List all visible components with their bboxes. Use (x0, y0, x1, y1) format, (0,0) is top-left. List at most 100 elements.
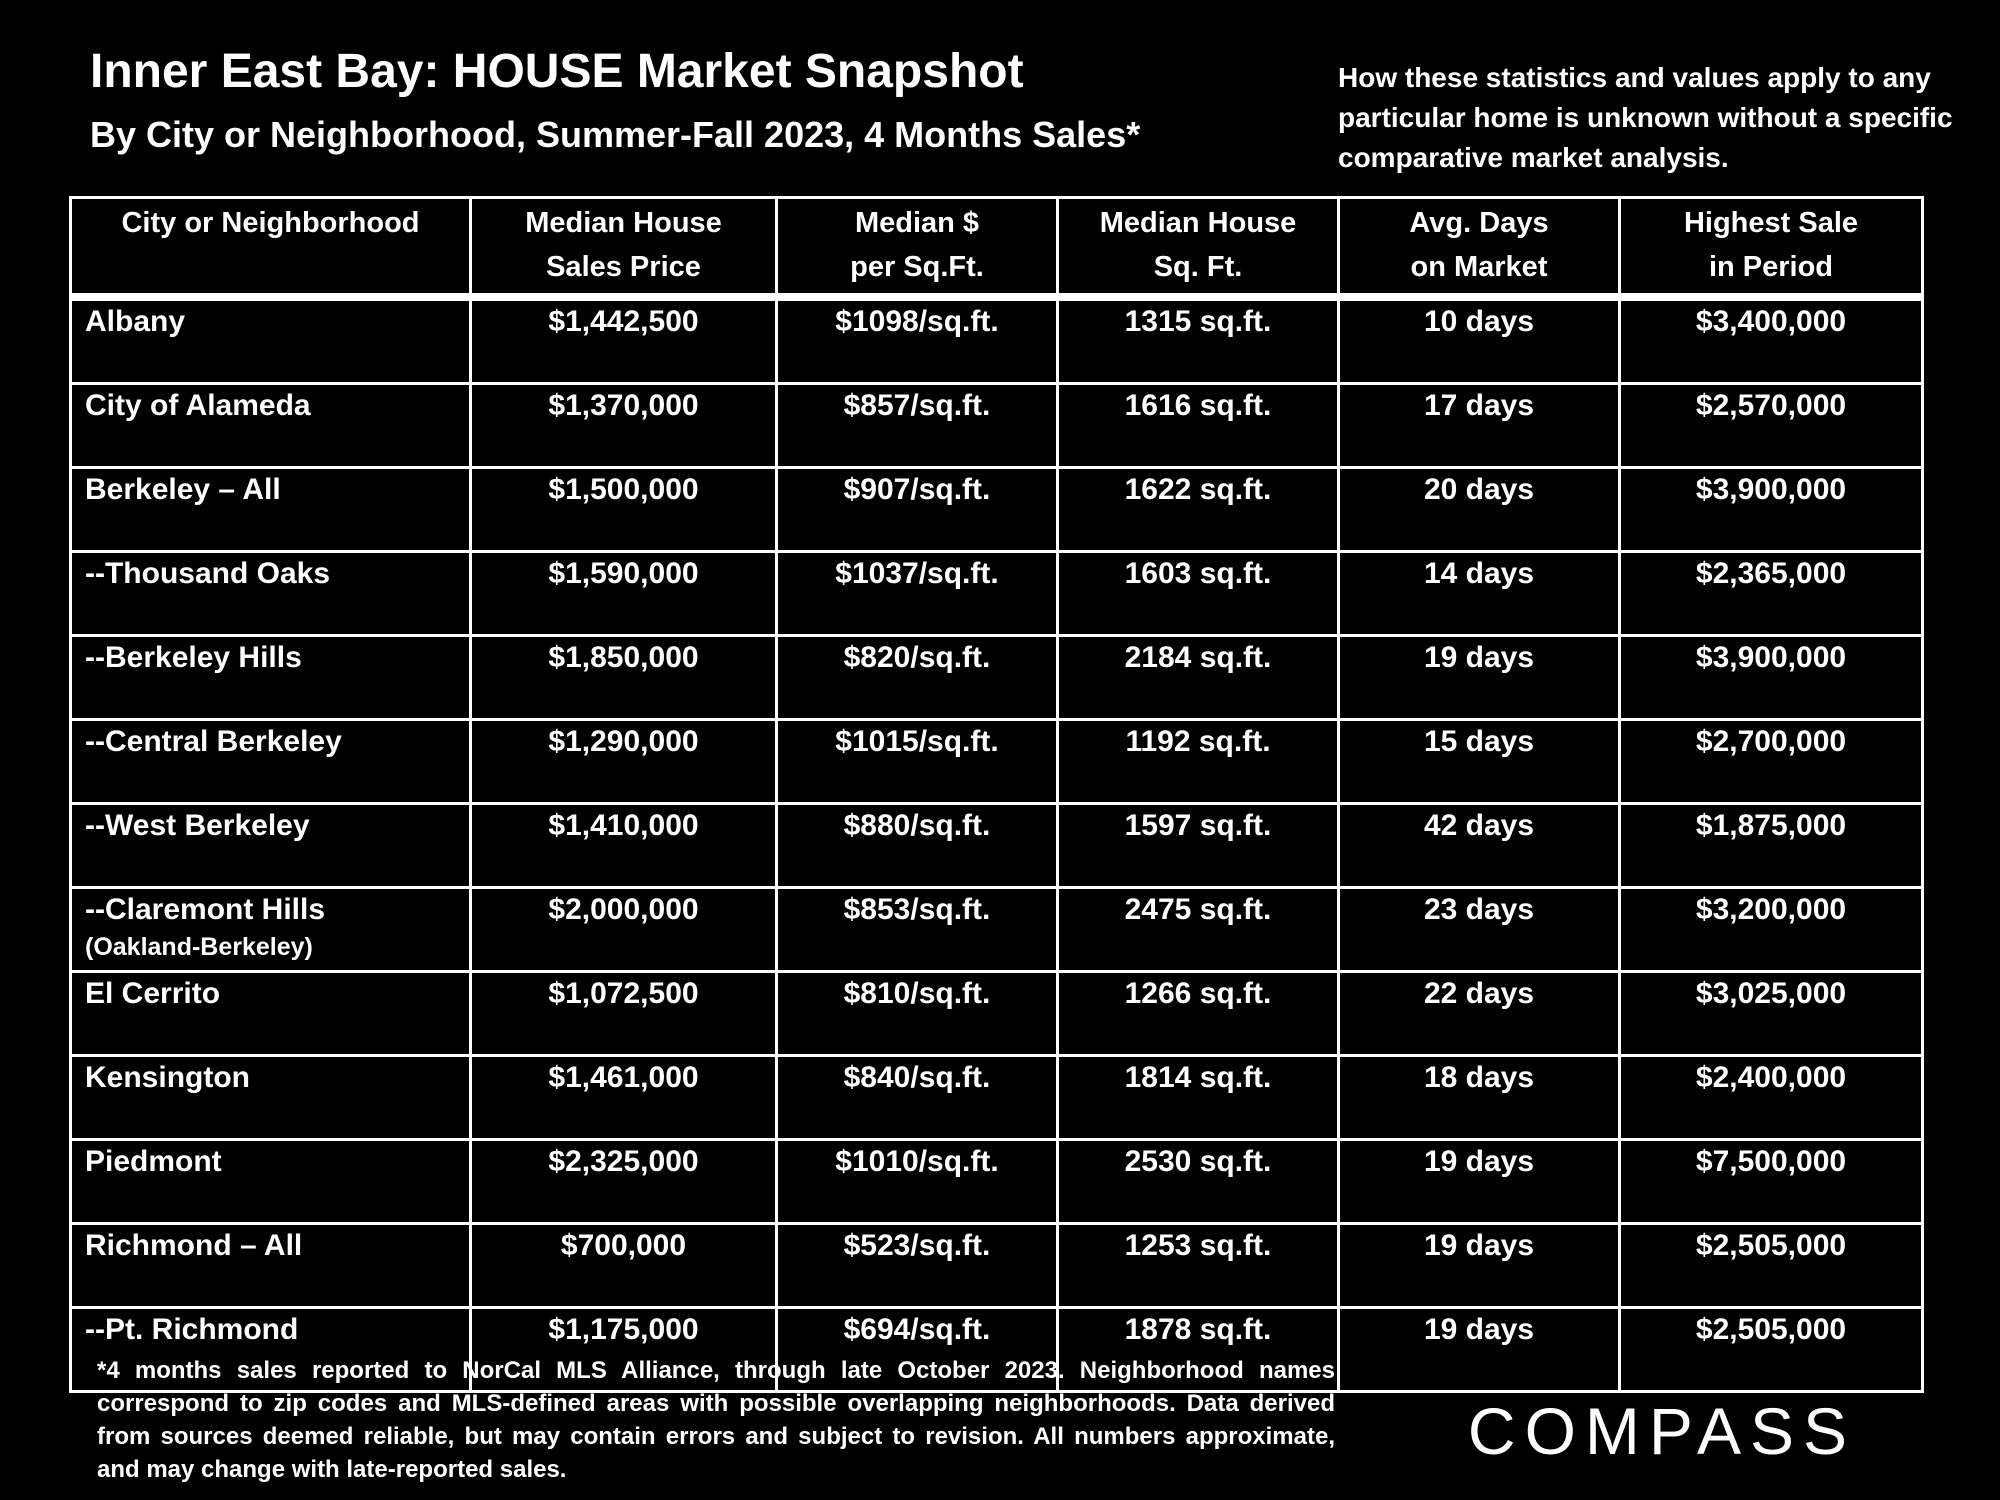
median-price-cell: $1,850,000 (469, 634, 778, 721)
days-on-market-cell: 19 days (1337, 1222, 1621, 1309)
highest-sale-cell: $2,570,000 (1618, 382, 1924, 469)
days-on-market-cell: 23 days (1337, 886, 1621, 973)
neighborhood-cell: --Central Berkeley (69, 718, 472, 805)
table-row: --Thousand Oaks $1,590,000 $1037/sq.ft. 160… (69, 550, 1924, 637)
neighborhood-name: --Berkeley Hills (85, 641, 302, 674)
neighborhood-name: --Central Berkeley (85, 725, 342, 758)
median-price-cell: $1,072,500 (469, 970, 778, 1057)
header-row: City or Neighborhood Median House Sales Pr… (69, 196, 1924, 301)
column-header-line: City or Neighborhood (121, 207, 420, 239)
price-per-sqft-cell: $810/sq.ft. (775, 970, 1059, 1057)
price-per-sqft-cell: $1037/sq.ft. (775, 550, 1059, 637)
days-on-market-cell: 20 days (1337, 466, 1621, 553)
column-header-line: Sq. Ft. (1153, 251, 1243, 283)
column-header: Median House Sq. Ft. (1056, 196, 1340, 301)
neighborhood-cell: City of Alameda (69, 382, 472, 469)
table-row: Berkeley – All $1,500,000 $907/sq.ft. 1622 … (69, 466, 1924, 553)
median-sqft-cell: 1597 sq.ft. (1056, 802, 1340, 889)
neighborhood-name: City of Alameda (85, 389, 311, 422)
column-header-line: Median $ (854, 207, 980, 239)
highest-sale-cell: $3,400,000 (1618, 295, 1924, 385)
median-sqft-cell: 1603 sq.ft. (1056, 550, 1340, 637)
neighborhood-cell: --Pt. Richmond (69, 1306, 472, 1393)
neighborhood-cell: Kensington (69, 1054, 472, 1141)
neighborhood-name: Richmond – All (85, 1229, 303, 1262)
median-sqft-cell: 2475 sq.ft. (1056, 886, 1340, 973)
table-row: --Claremont Hills (Oakland-Berkeley) $2,00… (69, 886, 1924, 973)
median-price-cell: $1,175,000 (469, 1306, 778, 1393)
highest-sale-cell: $2,365,000 (1618, 550, 1924, 637)
days-on-market-cell: 19 days (1337, 1306, 1621, 1393)
table-row: Piedmont $2,325,000 $1010/sq.ft. 2530 sq.ft… (69, 1138, 1924, 1225)
median-price-cell: $700,000 (469, 1222, 778, 1309)
table-row: Albany $1,442,500 $1098/sq.ft. 1315 sq.ft. 1… (69, 295, 1924, 385)
neighborhood-cell: Berkeley – All (69, 466, 472, 553)
neighborhood-subname: (Oakland-Berkeley) (85, 933, 313, 961)
column-header: City or Neighborhood (69, 196, 472, 301)
price-per-sqft-cell: $907/sq.ft. (775, 466, 1059, 553)
highest-sale-cell: $3,900,000 (1618, 634, 1924, 721)
column-header-line: Highest Sale (1683, 207, 1859, 239)
column-header: Highest Sale in Period (1618, 196, 1924, 301)
neighborhood-name: Kensington (85, 1061, 250, 1094)
median-sqft-cell: 1616 sq.ft. (1056, 382, 1340, 469)
highest-sale-cell: $2,400,000 (1618, 1054, 1924, 1141)
table-row: --West Berkeley $1,410,000 $880/sq.ft. 1597… (69, 802, 1924, 889)
table-row: --Pt. Richmond $1,175,000 $694/sq.ft. 1878 … (69, 1306, 1924, 1393)
neighborhood-cell: El Cerrito (69, 970, 472, 1057)
median-sqft-cell: 1192 sq.ft. (1056, 718, 1340, 805)
neighborhood-name: --Claremont Hills (85, 893, 326, 926)
table-row: Richmond – All $700,000 $523/sq.ft. 1253 sq… (69, 1222, 1924, 1309)
days-on-market-cell: 19 days (1337, 1138, 1621, 1225)
column-header: Median $ per Sq.Ft. (775, 196, 1059, 301)
neighborhood-name: --Pt. Richmond (85, 1313, 299, 1346)
table-body: City or Neighborhood Median House Sales Pr… (69, 196, 1924, 1393)
table-row: El Cerrito $1,072,500 $810/sq.ft. 1266 sq.f… (69, 970, 1924, 1057)
neighborhood-cell: --West Berkeley (69, 802, 472, 889)
neighborhood-cell: --Berkeley Hills (69, 634, 472, 721)
median-sqft-cell: 2184 sq.ft. (1056, 634, 1340, 721)
footnote: *4 months sales reported to NorCal MLS A… (97, 1357, 1335, 1483)
table-row: --Central Berkeley $1,290,000 $1015/sq.ft.… (69, 718, 1924, 805)
highest-sale-cell: $7,500,000 (1618, 1138, 1924, 1225)
compass-logo: COMPASS (1468, 1396, 1856, 1466)
neighborhood-name: Albany (85, 305, 186, 338)
median-price-cell: $1,290,000 (469, 718, 778, 805)
column-header: Avg. Days on Market (1337, 196, 1621, 301)
median-price-cell: $1,461,000 (469, 1054, 778, 1141)
median-price-cell: $1,410,000 (469, 802, 778, 889)
price-per-sqft-cell: $840/sq.ft. (775, 1054, 1059, 1141)
price-per-sqft-cell: $1015/sq.ft. (775, 718, 1059, 805)
median-sqft-cell: 1266 sq.ft. (1056, 970, 1340, 1057)
neighborhood-cell: --Claremont Hills (Oakland-Berkeley) (69, 886, 472, 973)
median-price-cell: $1,442,500 (469, 295, 778, 385)
neighborhood-name: Piedmont (85, 1145, 222, 1178)
chart-title: Inner East Bay: HOUSE Market Snapshot (90, 45, 1024, 98)
logo-text: COMPASS (1468, 1396, 1856, 1466)
median-price-cell: $2,000,000 (469, 886, 778, 973)
median-sqft-cell: 1253 sq.ft. (1056, 1222, 1340, 1309)
column-header: Median House Sales Price (469, 196, 778, 301)
days-on-market-cell: 17 days (1337, 382, 1621, 469)
price-per-sqft-cell: $880/sq.ft. (775, 802, 1059, 889)
days-on-market-cell: 18 days (1337, 1054, 1621, 1141)
table-row: City of Alameda $1,370,000 $857/sq.ft. 1616… (69, 382, 1924, 469)
median-sqft-cell: 2530 sq.ft. (1056, 1138, 1340, 1225)
neighborhood-cell: Albany (69, 295, 472, 385)
neighborhood-name: Berkeley – All (85, 473, 281, 506)
price-per-sqft-cell: $1098/sq.ft. (775, 295, 1059, 385)
market-snapshot-table: City or Neighborhood Median House Sales Pr… (69, 196, 1924, 1393)
neighborhood-cell: --Thousand Oaks (69, 550, 472, 637)
column-header-line: in Period (1708, 251, 1834, 283)
median-price-cell: $1,590,000 (469, 550, 778, 637)
neighborhood-name: --West Berkeley (85, 809, 310, 842)
disclaimer-note: How these statistics and values apply to… (1338, 62, 1953, 173)
highest-sale-cell: $1,875,000 (1618, 802, 1924, 889)
days-on-market-cell: 42 days (1337, 802, 1621, 889)
price-per-sqft-cell: $694/sq.ft. (775, 1306, 1059, 1393)
days-on-market-cell: 14 days (1337, 550, 1621, 637)
median-sqft-cell: 1315 sq.ft. (1056, 295, 1340, 385)
median-price-cell: $1,370,000 (469, 382, 778, 469)
column-header-line: Median House (525, 207, 722, 239)
price-per-sqft-cell: $853/sq.ft. (775, 886, 1059, 973)
